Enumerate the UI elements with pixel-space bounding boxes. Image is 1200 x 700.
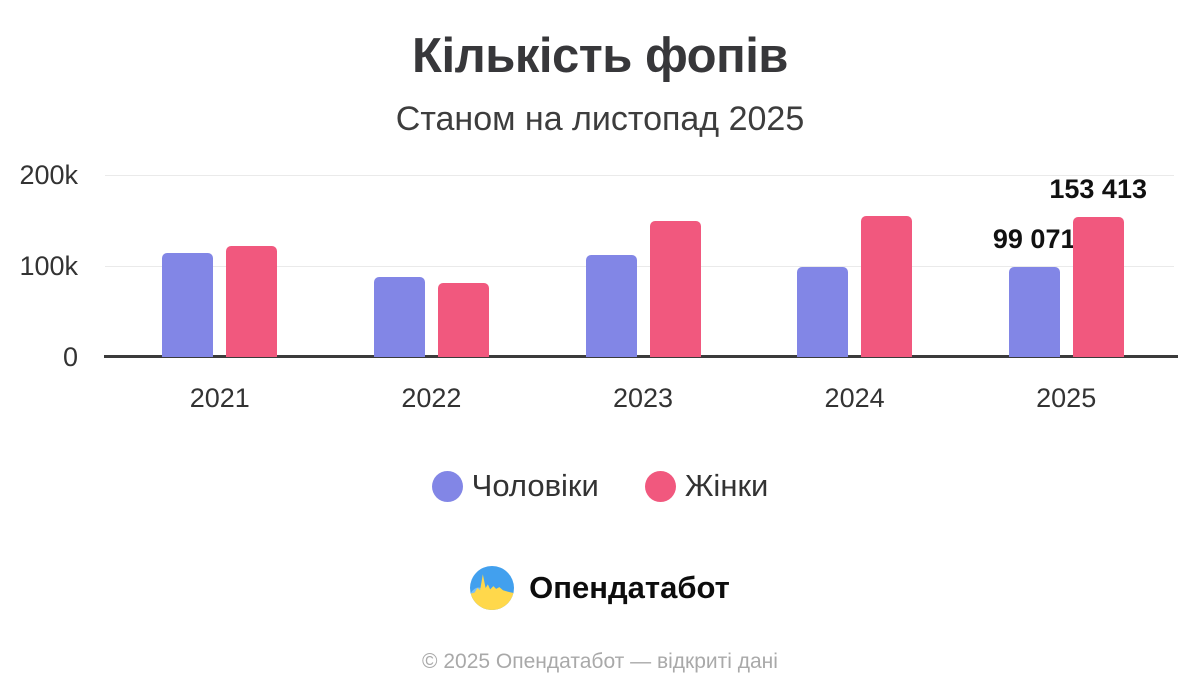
- plot-area: 0 100k 200k 2021 2022 2023 2024 2025 99 071 153 4…: [19, 160, 1178, 413]
- y-axis-tick-0: 0: [62, 342, 78, 372]
- legend-item-Чоловіки: Чоловіки: [431, 468, 599, 504]
- y-axis-tick-100k: 100k: [19, 251, 78, 281]
- bar-2024-Жінки: [861, 215, 913, 357]
- bar-2024-Чоловіки: [797, 267, 849, 357]
- flag-yellow-pulse-half: [470, 574, 515, 610]
- opendatabot-pulse-icon: [470, 566, 515, 610]
- bar-2022-Чоловіки: [373, 276, 425, 357]
- opendatabot-branding: Опендатабот: [0, 566, 1200, 610]
- chart-legend: Чоловіки Жінки: [0, 468, 1200, 504]
- bar-2021-Чоловіки: [162, 253, 214, 357]
- gridline-0: [104, 355, 1178, 358]
- bar-2025-Жінки: [1072, 217, 1124, 357]
- bar-2021-Жінки: [226, 245, 278, 357]
- gridline-200k: [105, 175, 1174, 176]
- copyright-text: © 2025 Опендатабот — відкриті дані: [422, 650, 778, 673]
- legend-label: Чоловіки: [471, 468, 599, 503]
- opendatabot-logo-text: Опендатабот: [529, 570, 730, 605]
- chart-subtitle: Станом на листопад 2025: [395, 100, 805, 138]
- x-axis-label-2024: 2024: [824, 383, 885, 413]
- legend-label: Жінки: [684, 468, 769, 503]
- bar-2023-Чоловіки: [585, 255, 637, 357]
- legend-color-dot: [644, 470, 676, 502]
- y-axis-tick-200k: 200k: [19, 160, 78, 190]
- chart-title: Кількість фопів: [412, 29, 788, 83]
- x-axis-label-2022: 2022: [401, 383, 462, 413]
- value-label-2025-Жінки: 153 413: [1049, 174, 1147, 205]
- bar-2023-Жінки: [649, 220, 701, 357]
- x-axis-label-2021: 2021: [189, 383, 250, 413]
- legend-color-dot: [431, 470, 463, 502]
- bar-chart: 0 100k 200k 2021 2022 2023 2024 2025 99 071 153 4…: [19, 160, 1178, 413]
- value-label-2025-Чоловіки: 99 071: [992, 223, 1076, 254]
- x-axis-label-2025: 2025: [1036, 383, 1097, 413]
- x-axis-label-2023: 2023: [612, 383, 674, 413]
- gridline-100k: [105, 266, 1174, 267]
- legend-item-Жінки: Жінки: [644, 468, 769, 504]
- bar-2025-Чоловіки: [1008, 266, 1060, 357]
- bar-2022-Жінки: [437, 283, 489, 357]
